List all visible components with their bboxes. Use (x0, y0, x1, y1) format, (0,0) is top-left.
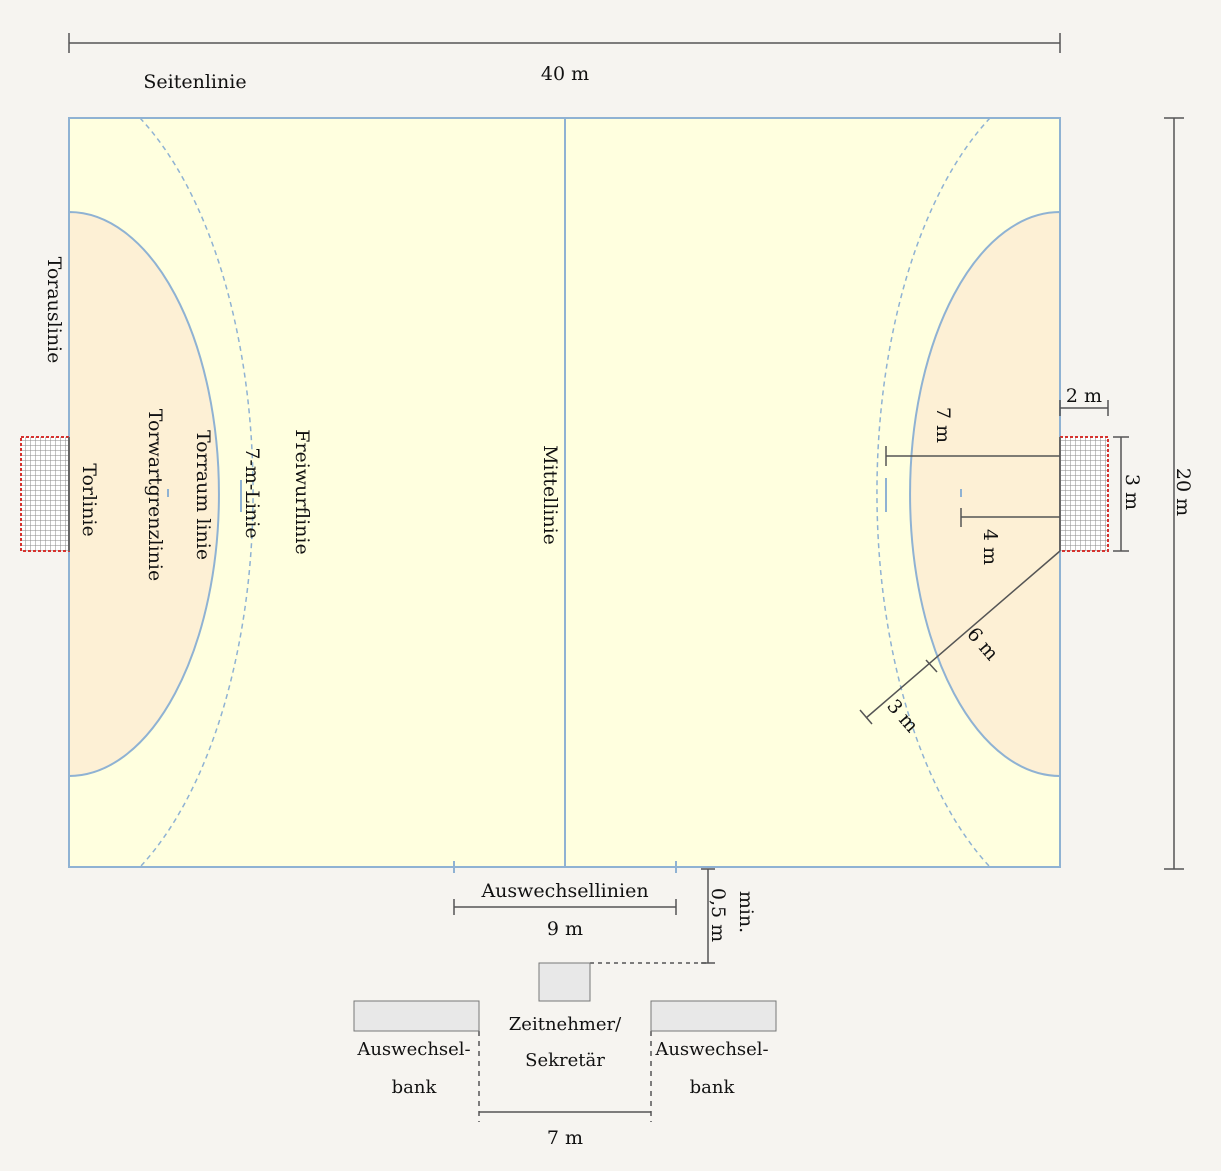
dimension-4m (960, 508, 1060, 527)
dimension-40m-label: 40 m (541, 63, 589, 85)
goal-line-label: Torlinie (78, 463, 100, 536)
substitution-lines-label: Auswechsellinien (480, 880, 648, 902)
timekeeper-label-line2: Sekretär (525, 1050, 605, 1071)
goal-area-line-label: Torraum linie (192, 430, 214, 560)
dimension-9m-label: 9 m (547, 918, 583, 940)
dimension-7m-bench-label: 7 m (547, 1127, 583, 1149)
goal-right (1059, 436, 1109, 552)
dimension-6m-3m (859, 550, 1061, 725)
dimension-7m (885, 446, 1060, 466)
dimension-min-05m-min: min. (735, 891, 757, 933)
dimension-min-05m (590, 868, 715, 964)
dimension-2m-label: 2 m (1066, 385, 1102, 407)
dimension-min-05m-value: 0,5 m (707, 888, 729, 942)
goal-outline-label: Torauslinie (43, 257, 65, 364)
seven-m-line-label: 7-m-Linie (241, 447, 263, 538)
free-throw-line-label: Freiwurflinie (291, 429, 313, 554)
goalkeeper-limit-label: Torwartgrenzlinie (144, 409, 166, 581)
dimension-goal-3m-label: 3 m (1121, 474, 1143, 510)
dimension-7m-label: 7 m (932, 407, 954, 443)
bench-left-label-line1: Auswechsel- (356, 1039, 470, 1060)
dimension-goal-3m (1113, 436, 1129, 552)
free-throw-line-right (876, 117, 991, 868)
bench-right-label-line2: bank (690, 1077, 736, 1098)
bench-right-label-line1: Auswechsel- (654, 1039, 768, 1060)
substitution-bench-left (353, 1000, 480, 1032)
dimension-2m (1059, 400, 1109, 416)
timekeeper-label-line1: Zeitnehmer/ (509, 1014, 622, 1035)
timekeeper-table (538, 962, 591, 1002)
dimension-40m (68, 33, 1061, 53)
goal-left (20, 436, 70, 552)
goal-area-left (68, 210, 220, 778)
bench-left-label-line2: bank (392, 1077, 438, 1098)
dimension-9m (453, 899, 677, 915)
sideline-label: Seitenlinie (143, 71, 246, 93)
center-line-label: Mittellinie (539, 445, 561, 545)
dimension-7m-bench (478, 1031, 652, 1122)
dimension-20m-label: 20 m (1172, 468, 1194, 516)
dimension-20m (1164, 117, 1184, 870)
substitution-bench-right (650, 1000, 777, 1032)
goal-area-right (909, 210, 1061, 778)
free-throw-line-left (139, 117, 254, 868)
dimension-4m-label: 4 m (979, 529, 1001, 565)
